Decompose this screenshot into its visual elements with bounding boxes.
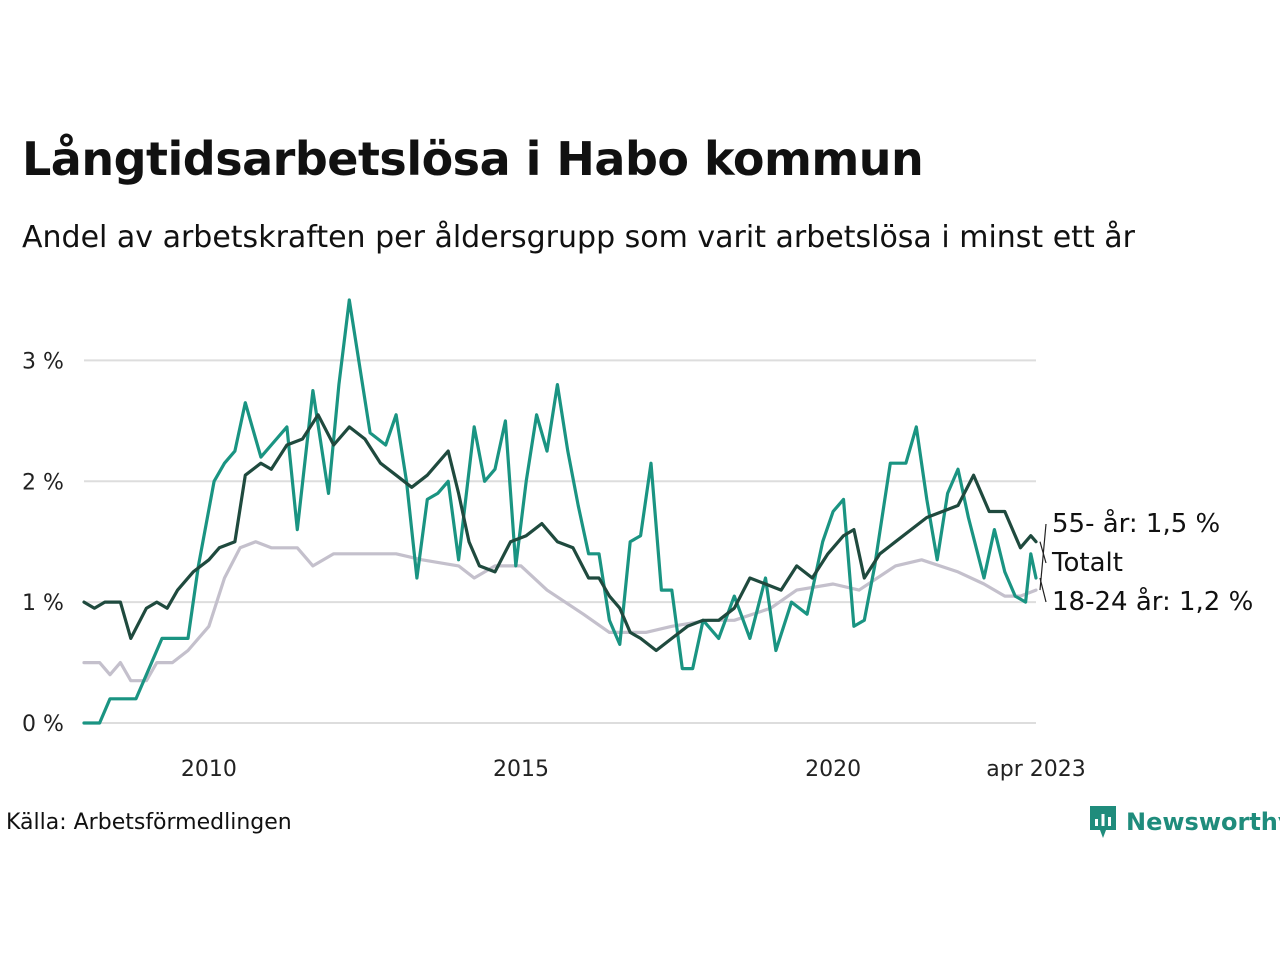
series-line-age_18_24	[82, 298, 1038, 725]
page-title: Långtidsarbetslösa i Habo kommun	[22, 132, 924, 186]
series-line-age_55	[82, 540, 1038, 683]
series-lines	[82, 298, 1038, 725]
end-label-age_18_24: 18-24 år: 1,2 %	[1052, 586, 1253, 617]
grid-lines	[84, 359, 1036, 724]
source-note: Källa: Arbetsförmedlingen	[6, 810, 292, 835]
x-tick-label: 2010	[181, 757, 237, 782]
y-tick-label: 1 %	[22, 591, 64, 616]
series-line-total	[82, 413, 1038, 653]
end-label-leader	[1039, 523, 1047, 591]
y-tick-label: 2 %	[22, 470, 64, 495]
end-label-age_55: 55- år: 1,5 %	[1052, 508, 1220, 539]
x-tick-label: apr 2023	[986, 757, 1085, 782]
y-axis-ticks: 0 % 1 % 2 % 3 %	[22, 349, 64, 737]
brand-name: Newsworthy	[1126, 808, 1280, 836]
y-tick-label: 3 %	[22, 349, 64, 374]
y-tick-label: 0 %	[22, 712, 64, 737]
newsworthy-logo-icon	[1090, 806, 1116, 838]
x-tick-label: 2020	[805, 757, 861, 782]
end-label-total: Totalt	[1051, 548, 1123, 578]
x-tick-label: 2015	[493, 757, 549, 782]
end-labels: 55- år: 1,5 % 18-24 år: 1,2 % Totalt	[1039, 508, 1253, 617]
page-subtitle: Andel av arbetskraften per åldersgrupp s…	[22, 220, 1135, 255]
end-label-leader	[1039, 541, 1047, 564]
end-label-leader	[1039, 577, 1047, 603]
x-axis-ticks: 2010 2015 2020 apr 2023	[181, 757, 1086, 782]
brand-logo: Newsworthy	[1088, 804, 1280, 840]
